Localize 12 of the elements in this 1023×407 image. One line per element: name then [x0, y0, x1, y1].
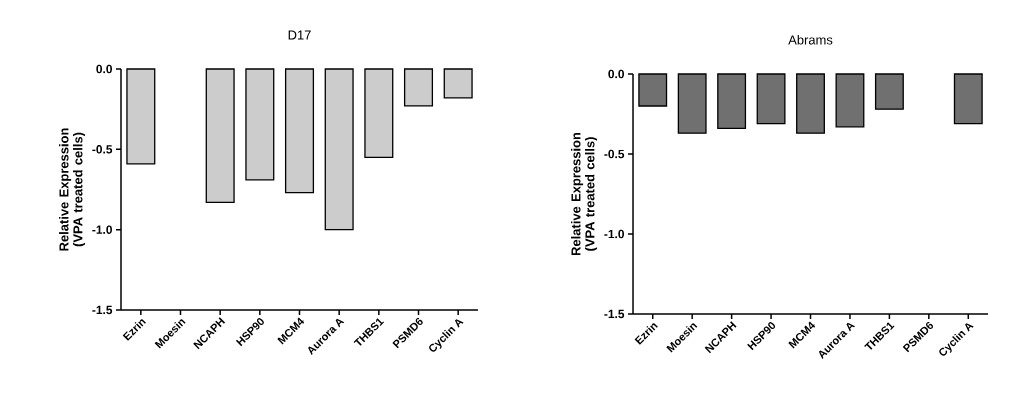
- y-tick-label: -0.5: [92, 145, 113, 154]
- chart-title: D17: [288, 30, 311, 40]
- y-axis-title: Relative Expression (VPA treated cells): [571, 132, 598, 256]
- y-tick-label: -0.5: [604, 149, 625, 159]
- y-tick-label: -1.5: [604, 309, 625, 319]
- y-axis-title: Relative Expression (VPA treated cells): [59, 128, 86, 251]
- y-tick-label: 0.0: [608, 69, 624, 79]
- y-tick-label: -1.0: [92, 225, 112, 234]
- y-tick-label: -1.5: [92, 305, 113, 315]
- chart-title: Abrams: [788, 34, 833, 45]
- y-tick-label: -1.0: [604, 229, 624, 239]
- y-tick-label: 0.0: [96, 64, 112, 74]
